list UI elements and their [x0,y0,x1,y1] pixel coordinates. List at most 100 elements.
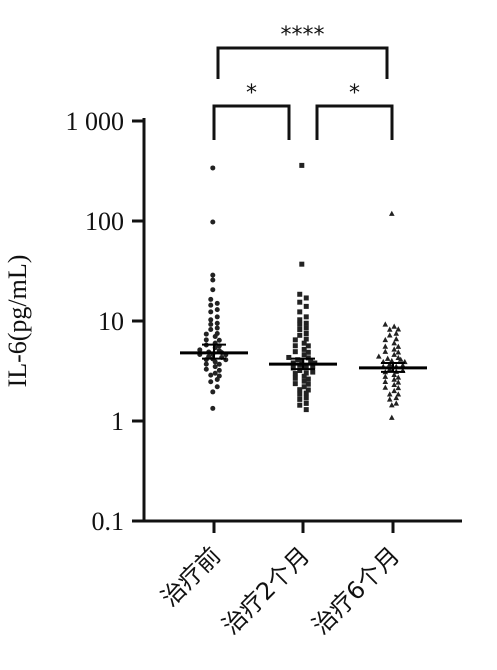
data-point [391,346,397,352]
data-point [210,272,216,278]
data-point [391,381,397,388]
y-tick-label: 1 [111,407,124,436]
data-point [389,402,395,408]
data-point [391,323,397,329]
x-tick-label: 治疗6个月 [307,541,405,639]
data-point [297,391,303,397]
data-point [308,358,314,364]
data-point [301,346,307,352]
data-point [216,367,222,373]
summary-bars [180,343,427,373]
data-point [386,332,393,338]
data-point [386,326,393,332]
data-point [299,261,305,267]
data-point [210,405,216,411]
data-point [382,343,389,349]
data-point [389,357,395,364]
data-point [384,355,391,361]
data-point [297,299,303,305]
data-point [210,165,216,171]
data-point [216,337,222,343]
y-tick-label: 100 [85,207,124,236]
data-point [208,309,214,315]
data-point [395,374,402,380]
data-point [303,390,309,396]
data-point [376,353,382,359]
data-point [399,362,406,368]
data-point [297,317,303,323]
data-point [297,309,303,315]
data-point [286,354,292,360]
data-point [382,348,389,354]
significance-label: * [246,81,257,106]
data-point [389,210,395,216]
data-point [382,384,389,390]
data-point [214,307,220,313]
data-point [301,384,307,390]
data-point [299,359,305,365]
data-point [382,378,389,384]
data-point [393,330,400,336]
data-point [210,277,216,283]
data-point [389,414,395,420]
data-point [303,325,309,331]
data-point [310,364,316,370]
data-point [297,291,303,297]
data-point [393,394,400,401]
data-point [203,337,209,343]
y-tick-label: 0.1 [92,507,125,536]
data-point [305,381,311,387]
data-point [397,356,404,362]
y-tick-label: 10 [98,307,124,336]
data-point [292,343,298,349]
data-point [391,387,397,394]
significance-bracket [315,104,394,140]
data-point [303,320,309,326]
data-point [212,359,218,365]
data-point [297,326,303,332]
data-point [393,400,400,406]
data-point [395,384,402,391]
data-point [297,367,303,373]
data-point [210,219,216,225]
data-point [297,332,303,338]
data-point [382,321,389,327]
significance-label: * [349,81,360,106]
data-point [305,349,311,355]
x-tick-label: 治疗前 [156,541,227,612]
data-point [208,372,214,378]
x-tick-label: 治疗2个月 [217,541,315,639]
data-point [393,336,400,342]
data-point [212,364,218,370]
data-point [305,387,311,393]
data-point [305,343,311,349]
data-point [210,287,216,293]
data-point [303,395,309,401]
data-point [395,326,402,332]
data-point [382,373,389,379]
data-points [197,162,408,420]
data-point [391,340,397,346]
data-point [212,370,218,376]
data-point [297,402,303,408]
data-point [303,407,309,413]
data-point [386,396,393,402]
significance-bracket [212,104,291,140]
data-point [292,337,298,343]
data-point [297,321,303,327]
data-point [212,333,218,339]
data-point [310,369,316,375]
data-point [292,375,298,381]
data-point [395,349,402,355]
data-point [303,365,309,371]
data-point [214,314,220,320]
data-point [208,317,214,323]
data-point [391,351,397,357]
data-point [214,300,220,306]
data-point [203,331,209,337]
data-point [292,381,298,387]
data-point [301,352,307,358]
data-point [297,387,303,393]
data-point [303,314,309,320]
